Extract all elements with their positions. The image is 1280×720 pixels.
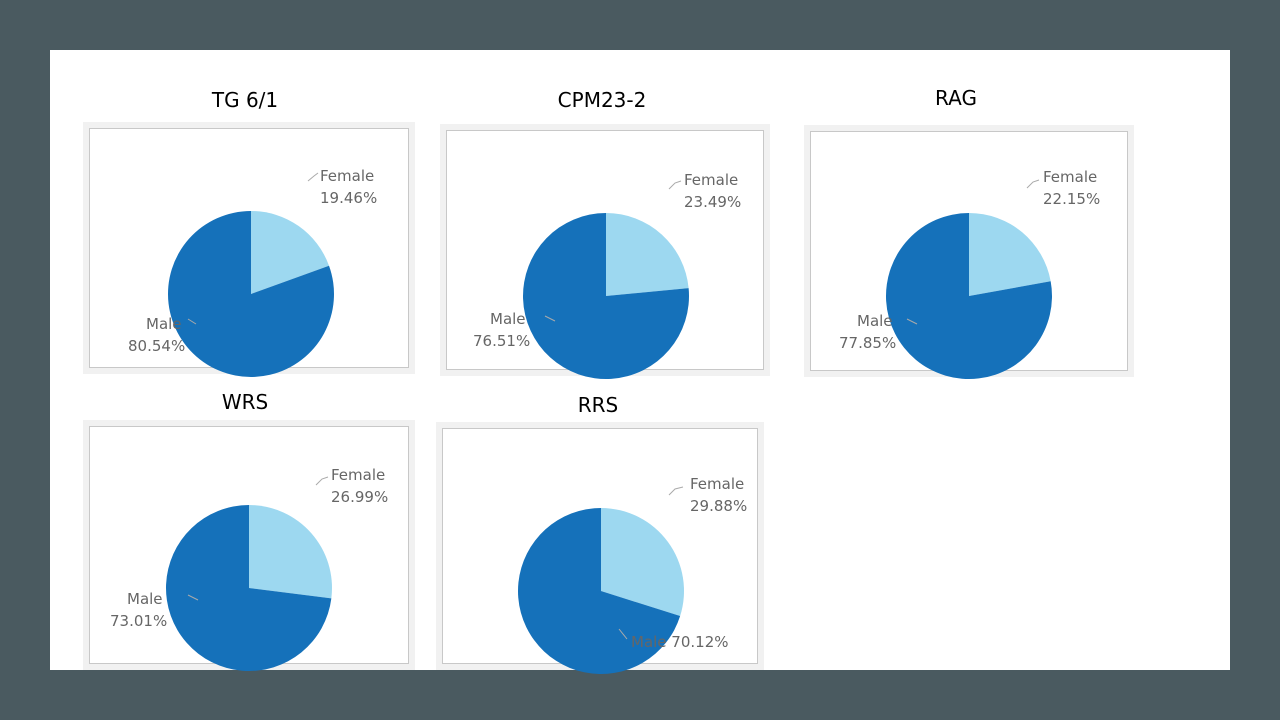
male-label-value: 77.85% [839, 334, 896, 352]
female-label-name: Female [684, 171, 738, 189]
female-label-name: Female [320, 167, 374, 185]
pie-slice-male [518, 508, 681, 674]
female-leader-line [307, 172, 319, 182]
chart-title: WRS [221, 390, 269, 414]
male-label-name: Male [146, 315, 182, 333]
female-label-value: 23.49% [684, 193, 741, 211]
male-label-name: Male [857, 312, 893, 330]
chart-title: RAG [935, 86, 977, 110]
pie-slice-male [885, 213, 1052, 379]
pie-slice-female [251, 211, 330, 294]
female-label-name: Female [1043, 168, 1097, 186]
pie-chart-panel: Female 22.15% Male 77.85% [804, 125, 1134, 379]
male-label-name: Male [127, 590, 163, 608]
pie-slice-male [167, 210, 334, 377]
female-leader-line [1026, 179, 1040, 189]
female-leader-line [668, 486, 684, 496]
pie-chart: Female 29.88% Male 70.12% [518, 475, 747, 674]
slide: TG 6/1 Female 19.46% Male 80.54% CPM23-2 [50, 50, 1230, 674]
female-label-value: 19.46% [320, 189, 377, 207]
female-label-name: Female [690, 475, 744, 493]
male-leader-line [544, 315, 556, 322]
chart-title: TG 6/1 [211, 88, 279, 112]
male-label-name: Male 70.12% [631, 633, 729, 651]
male-leader-line [187, 594, 199, 601]
pie-slice-male [165, 505, 332, 671]
male-label-value: 80.54% [128, 337, 185, 355]
pie-chart: Female 19.46% Male 80.54% [128, 167, 377, 377]
female-label-value: 29.88% [690, 497, 747, 515]
male-leader-line [618, 628, 628, 640]
pie-chart-panel: Female 23.49% Male 76.51% [440, 124, 770, 379]
pie-slice-female [606, 213, 689, 296]
pie-chart: Female 23.49% Male 76.51% [473, 171, 741, 379]
pie-chart: Female 26.99% Male 73.01% [110, 466, 388, 671]
chart-title: RRS [577, 393, 619, 417]
male-label-value: 73.01% [110, 612, 167, 630]
female-label-value: 22.15% [1043, 190, 1100, 208]
pie-chart-panel: Female 26.99% Male 73.01% [83, 420, 415, 671]
pie-slice-male [523, 213, 690, 379]
pie-slice-female [601, 508, 685, 617]
female-leader-line [315, 476, 329, 486]
pie-slice-female [969, 213, 1051, 296]
pie-chart: Female 22.15% Male 77.85% [839, 168, 1100, 379]
female-leader-line [668, 180, 682, 190]
female-label-name: Female [331, 466, 385, 484]
male-leader-line [906, 318, 918, 325]
pie-chart-panel: Female 19.46% Male 80.54% [83, 122, 415, 377]
pie-slice-female [249, 505, 332, 599]
male-label-name: Male [490, 310, 526, 328]
chart-title: CPM23-2 [557, 88, 647, 112]
male-leader-line [187, 318, 197, 325]
pie-chart-panel: Female 29.88% Male 70.12% [436, 422, 764, 674]
male-label-value: 76.51% [473, 332, 530, 350]
female-label-value: 26.99% [331, 488, 388, 506]
